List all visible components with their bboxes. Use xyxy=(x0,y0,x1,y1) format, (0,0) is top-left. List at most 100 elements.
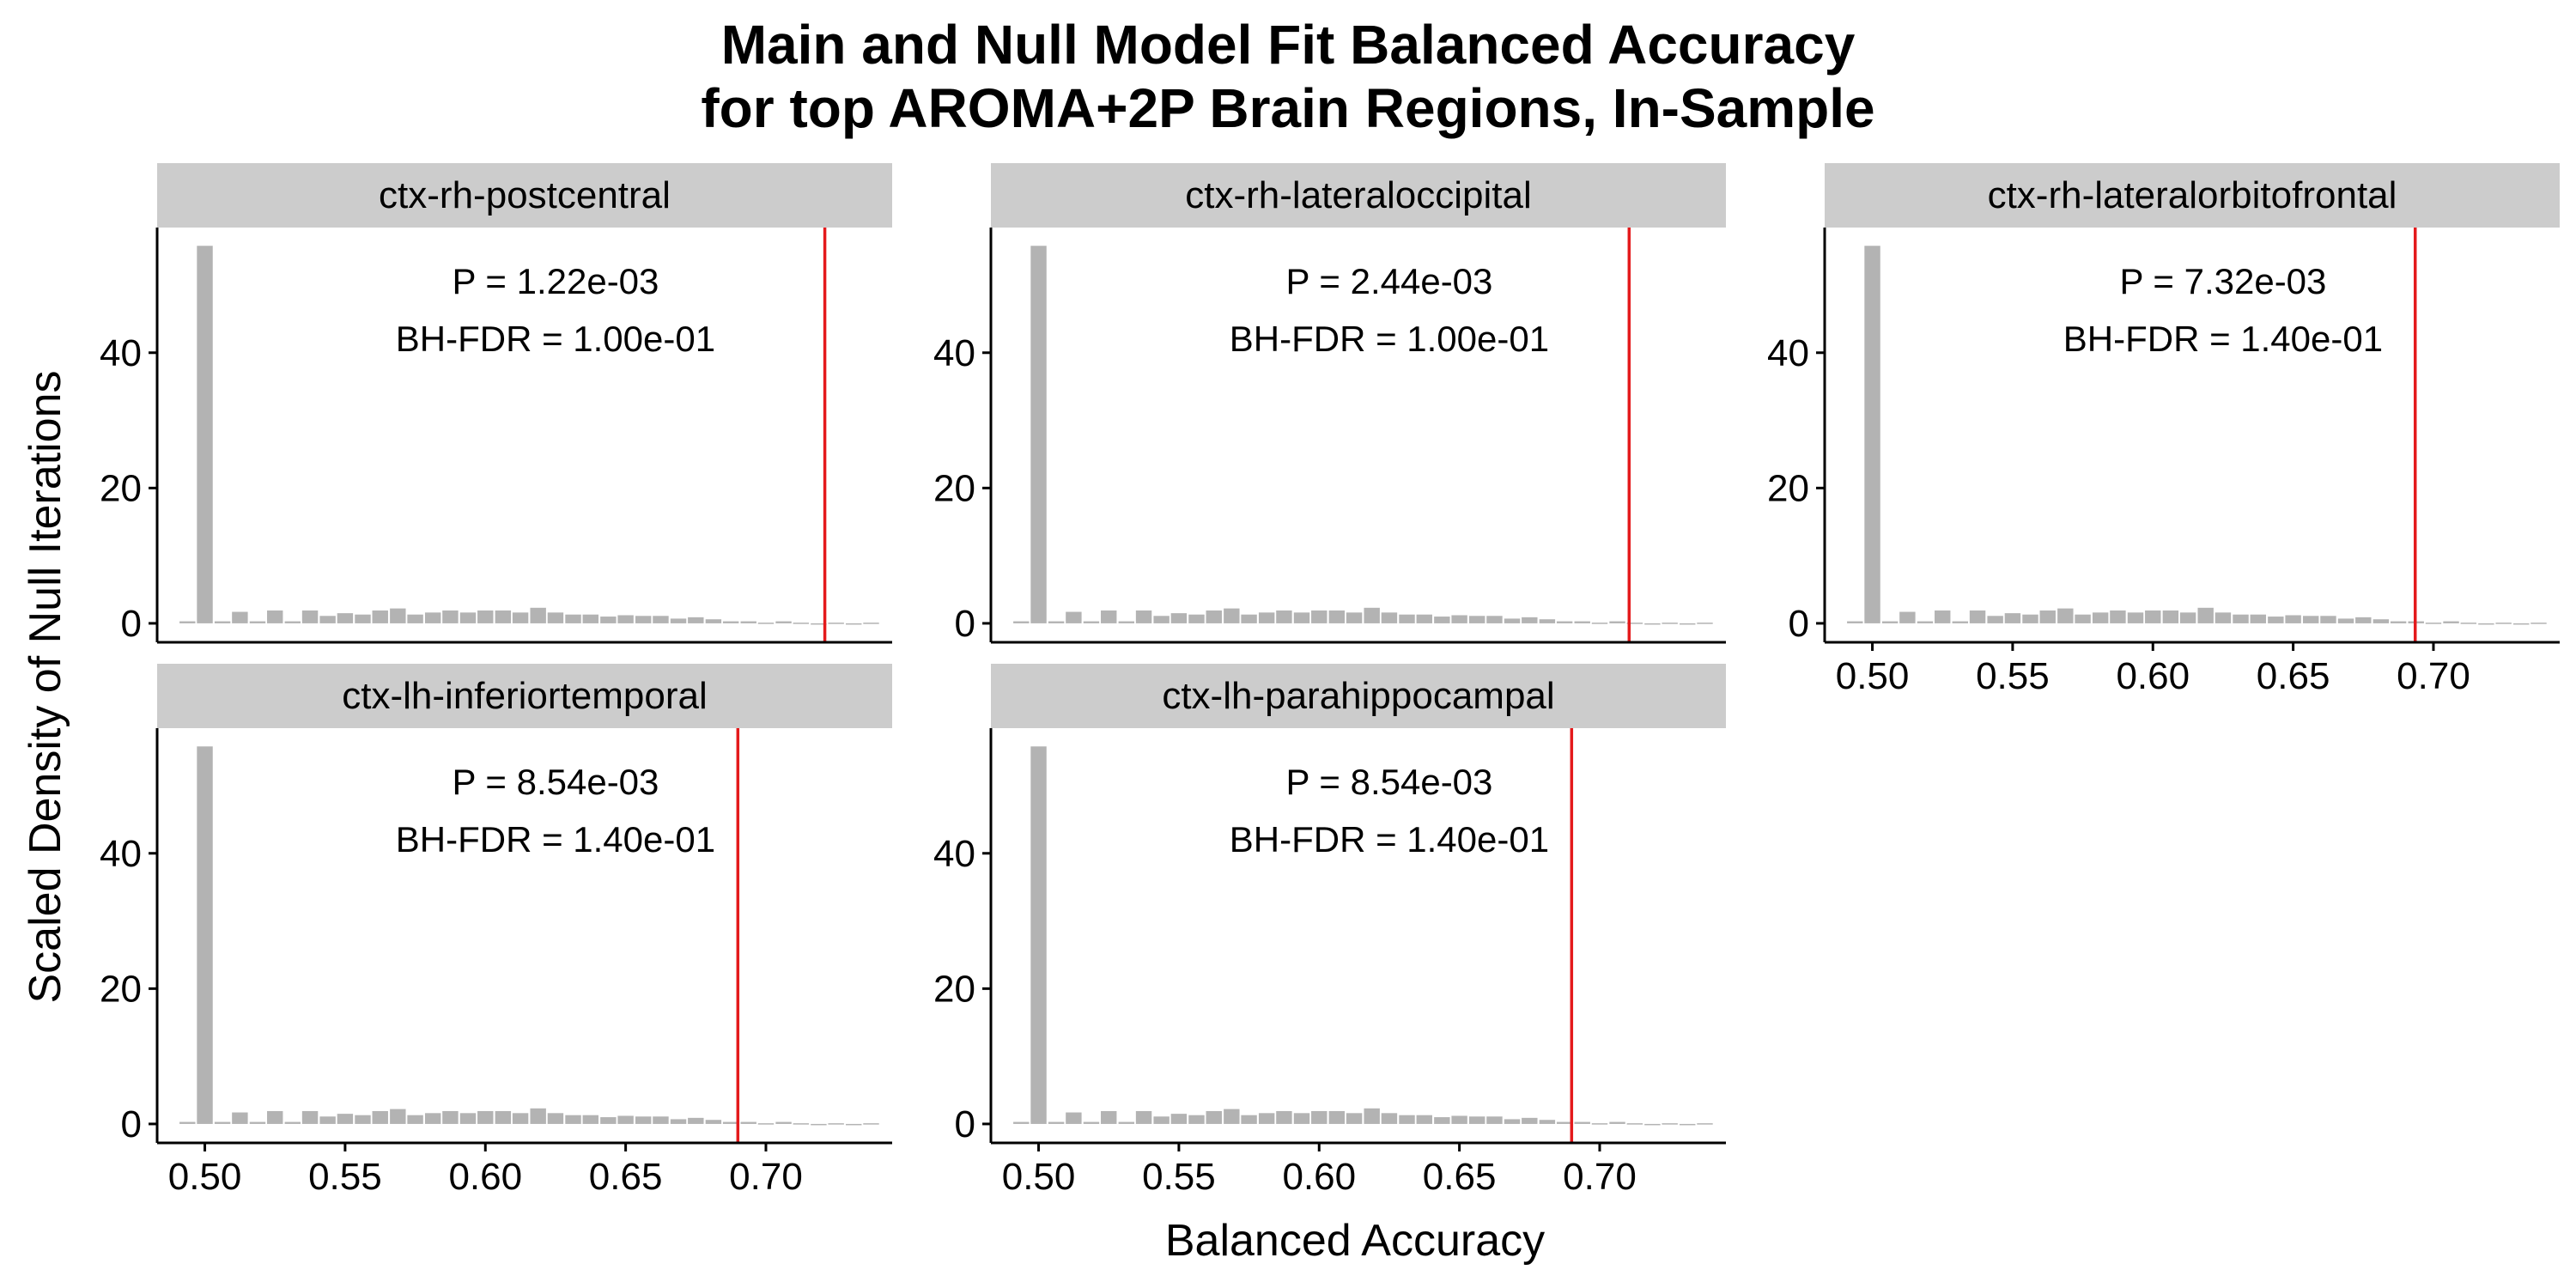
histogram-bar xyxy=(1170,613,1188,623)
histogram-bar xyxy=(1504,1119,1521,1124)
histogram-bar xyxy=(1118,621,1135,623)
histogram-bar xyxy=(197,746,213,1124)
histogram-bar xyxy=(1293,1113,1310,1124)
histogram-bar xyxy=(232,1112,248,1124)
histogram-bar xyxy=(2320,616,2336,623)
histogram-bar xyxy=(1539,619,1556,623)
facet-panel-ctx-lh-parahippocampal: ctx-lh-parahippocampal P = 8.54e-03 BH-FDR… xyxy=(933,664,1726,1198)
histogram-bar xyxy=(863,623,879,624)
histogram-bar xyxy=(1048,1121,1065,1124)
x-tick-label: 0.55 xyxy=(1976,655,2050,697)
histogram-bar xyxy=(1626,623,1643,624)
histogram-bar xyxy=(1591,623,1608,624)
histogram-bar xyxy=(2110,610,2126,623)
histogram-bar xyxy=(459,1113,477,1124)
histogram-bar xyxy=(2215,612,2232,623)
histogram-bar xyxy=(249,621,266,623)
histogram-bar xyxy=(811,623,827,625)
histogram-bar xyxy=(1935,610,1951,623)
histogram-bar xyxy=(600,1117,617,1124)
y-tick-label: 0 xyxy=(955,603,975,645)
histogram-bar xyxy=(1864,246,1880,623)
histogram-bar xyxy=(1364,607,1380,623)
histogram-bar xyxy=(512,1113,529,1124)
histogram-bar xyxy=(670,1119,687,1124)
x-tick-label: 0.50 xyxy=(1002,1156,1076,1198)
histogram-bar xyxy=(1328,1110,1346,1124)
histogram-bar xyxy=(1556,621,1573,623)
histogram-bar xyxy=(477,1110,494,1124)
histogram-bar xyxy=(284,1121,301,1124)
histogram-bar xyxy=(2530,623,2547,624)
histogram-bar xyxy=(284,621,301,623)
histogram-bar xyxy=(301,1110,319,1124)
histogram-bar xyxy=(1030,746,1047,1124)
histogram-bar xyxy=(1276,1110,1292,1124)
histogram-bar xyxy=(828,1123,844,1125)
histogram-bar xyxy=(1591,1123,1608,1125)
histogram-bar xyxy=(1504,618,1521,623)
histogram-bar xyxy=(740,621,756,623)
histogram-bar xyxy=(705,1120,722,1124)
histogram-bar xyxy=(2372,619,2390,623)
y-tick-label: 40 xyxy=(100,332,142,374)
p-value-label: P = 8.54e-03 xyxy=(1285,762,1492,802)
histogram-bar xyxy=(214,621,231,623)
histogram-bar xyxy=(390,608,406,623)
histogram-bar xyxy=(653,1116,669,1124)
histogram-bar xyxy=(1188,1115,1205,1124)
histogram-bar xyxy=(1364,1108,1380,1124)
histogram-bar xyxy=(582,1115,598,1124)
x-tick-label: 0.65 xyxy=(589,1156,663,1198)
histogram-bar xyxy=(846,623,862,625)
facet-panel-ctx-rh-lateralorbitofrontal: ctx-rh-lateralorbitofrontal P = 7.32e-03 B… xyxy=(1767,163,2560,697)
facet-strip-label: ctx-rh-lateralorbitofrontal xyxy=(1988,174,2397,216)
histogram-bar xyxy=(2285,615,2301,623)
facet-strip xyxy=(991,664,1726,728)
histogram-bar xyxy=(722,621,739,623)
histogram-bar xyxy=(319,1116,336,1124)
histogram-bar xyxy=(1434,1117,1450,1124)
histogram-bar xyxy=(319,616,336,623)
histogram-bar xyxy=(1917,621,1934,623)
histogram-bar xyxy=(1486,616,1503,623)
bh-fdr-label: BH-FDR = 1.40e-01 xyxy=(2063,319,2383,359)
histogram-bar xyxy=(670,618,687,623)
histogram-bar xyxy=(740,1121,756,1124)
histogram-bar xyxy=(267,1110,283,1124)
histogram-bar xyxy=(793,1123,810,1125)
histogram-bar xyxy=(2268,617,2284,623)
x-tick-label: 0.65 xyxy=(2257,655,2330,697)
histogram-bar xyxy=(1680,623,1696,625)
y-tick-label: 0 xyxy=(1789,603,1809,645)
facet-panels: ctx-rh-postcentral P = 1.22e-03 BH-FDR = 1… xyxy=(100,163,2560,1198)
histogram-bar xyxy=(1170,1114,1188,1124)
histogram-bar xyxy=(1468,616,1485,623)
histogram-bar xyxy=(1952,621,1969,623)
histogram-bar xyxy=(1969,610,1986,623)
histogram-bar xyxy=(267,610,283,623)
histogram-bar xyxy=(547,612,564,623)
histogram-bar xyxy=(1399,614,1415,623)
y-tick-label: 20 xyxy=(100,467,142,509)
histogram-bar xyxy=(1293,612,1310,623)
x-tick-label: 0.60 xyxy=(448,1156,522,1198)
histogram-bar xyxy=(1399,1115,1415,1124)
histogram-bar xyxy=(355,1115,371,1124)
p-value-label: P = 2.44e-03 xyxy=(1285,261,1492,301)
y-tick-label: 20 xyxy=(933,467,975,509)
histogram-bar xyxy=(301,610,319,623)
histogram-bar xyxy=(407,1115,423,1124)
histogram-bar xyxy=(1048,621,1065,623)
histogram-bar xyxy=(1574,621,1590,623)
histogram-bar xyxy=(495,1110,512,1124)
histogram-bar xyxy=(547,1113,564,1124)
histogram-bar xyxy=(1276,610,1292,623)
histogram-bar xyxy=(635,1116,652,1124)
bh-fdr-label: BH-FDR = 1.40e-01 xyxy=(396,819,715,860)
y-tick-label: 40 xyxy=(933,833,975,875)
histogram-bar xyxy=(1224,608,1240,623)
histogram-bar xyxy=(1013,1121,1030,1124)
facet-panel-ctx-rh-lateraloccipital: ctx-rh-lateraloccipital P = 2.44e-03 BH-FD… xyxy=(933,163,1726,645)
chart-title-line-1: Main and Null Model Fit Balanced Accurac… xyxy=(721,14,1856,76)
